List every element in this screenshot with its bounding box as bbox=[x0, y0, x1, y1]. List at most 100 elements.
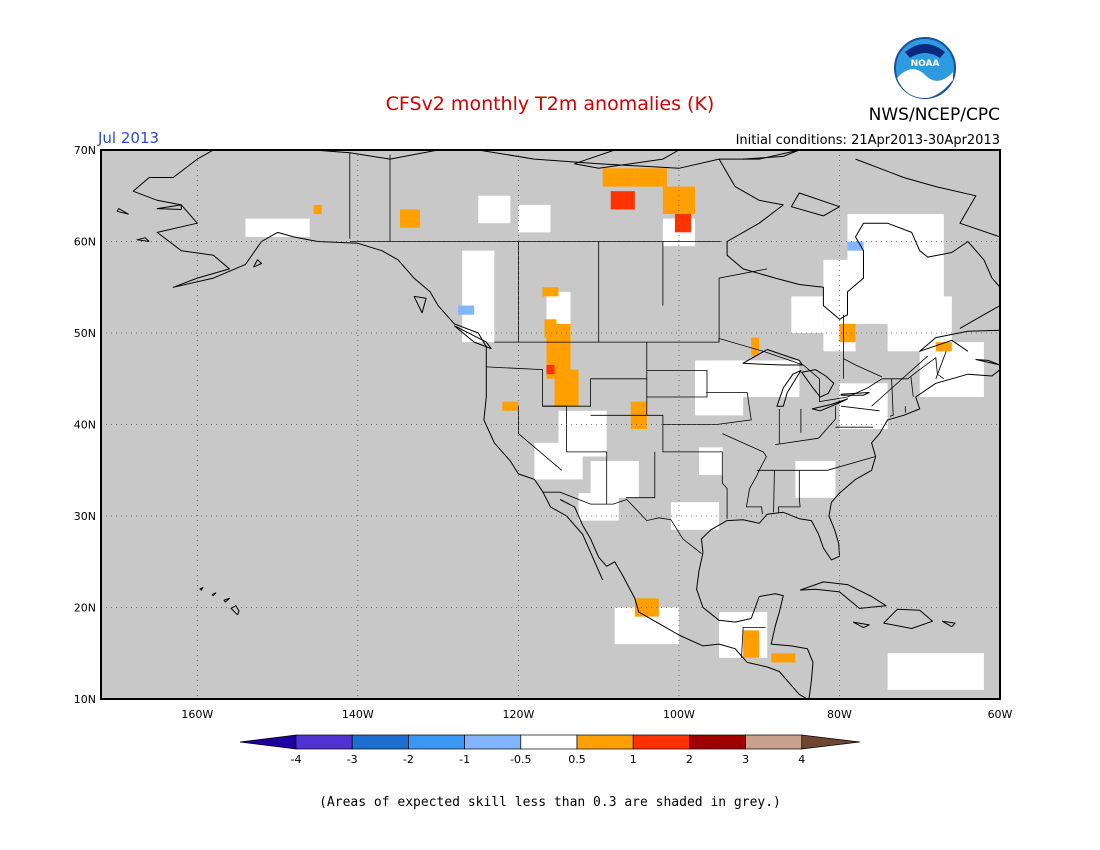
anomaly-cell bbox=[313, 204, 322, 215]
island-outline bbox=[799, 581, 887, 609]
island-outline bbox=[883, 608, 934, 629]
legend-label: 1 bbox=[630, 753, 637, 766]
border-line bbox=[542, 491, 702, 554]
lon-label: 160W bbox=[181, 708, 213, 721]
anomaly-cell bbox=[458, 305, 475, 315]
noaa-logo: NOAA bbox=[894, 37, 956, 99]
anomaly-cell bbox=[544, 319, 557, 338]
island-outline bbox=[223, 597, 230, 603]
lat-label: 70N bbox=[74, 144, 96, 157]
anomaly-cell bbox=[534, 442, 583, 480]
anomaly-cell bbox=[590, 461, 639, 498]
border-line bbox=[910, 376, 914, 398]
lon-label: 100W bbox=[663, 708, 695, 721]
lake-outline bbox=[840, 392, 870, 396]
anomaly-cell bbox=[502, 401, 519, 411]
island-outline bbox=[790, 192, 840, 217]
coastline bbox=[959, 305, 1000, 329]
anomaly-cell bbox=[462, 250, 495, 343]
color-legend: -4 -3 -2 -1 -0.5 0.5 1 2 3 4 bbox=[239, 734, 860, 766]
island-outline bbox=[199, 586, 204, 591]
lat-label: 20N bbox=[74, 602, 96, 615]
island-outline bbox=[574, 150, 680, 169]
coastline bbox=[132, 150, 800, 192]
legend-label: 0.5 bbox=[568, 753, 586, 766]
anomaly-cell bbox=[674, 214, 691, 233]
anomaly-cell bbox=[602, 168, 635, 187]
border-line bbox=[646, 370, 708, 398]
legend-label: -0.5 bbox=[510, 753, 531, 766]
border-line bbox=[843, 358, 883, 378]
longitude-labels: 160W 140W 120W 100W 80W 60W bbox=[181, 708, 1012, 721]
lake-outline bbox=[801, 369, 835, 398]
anomaly-cell bbox=[839, 383, 888, 430]
border-line bbox=[741, 627, 766, 658]
border-line bbox=[590, 414, 728, 519]
anomaly-cell bbox=[887, 653, 984, 690]
lon-label: 80W bbox=[827, 708, 852, 721]
initial-conditions: Initial conditions: 21Apr2013-30Apr2013 bbox=[736, 133, 1000, 148]
legend-swatch bbox=[464, 734, 522, 750]
legend-swatch bbox=[351, 734, 409, 750]
anomaly-cell bbox=[751, 337, 760, 356]
border-line bbox=[756, 456, 876, 471]
island-outline bbox=[743, 150, 800, 160]
border-line bbox=[494, 337, 945, 403]
legend-swatch bbox=[745, 734, 803, 750]
noaa-logo-text: NOAA bbox=[911, 59, 940, 69]
border-line bbox=[542, 405, 608, 505]
legend-swatch bbox=[520, 734, 578, 750]
legend-label: 2 bbox=[686, 753, 693, 766]
legend-label: -3 bbox=[347, 753, 358, 766]
island-outline bbox=[136, 237, 150, 242]
map-area bbox=[100, 149, 1001, 700]
forecast-month: Jul 2013 bbox=[97, 129, 159, 147]
lat-label: 30N bbox=[74, 510, 96, 523]
anomaly-cell bbox=[719, 612, 768, 658]
anomaly-cell bbox=[546, 365, 555, 375]
border-line bbox=[841, 405, 880, 412]
legend-swatch bbox=[576, 734, 634, 750]
anomaly-cell bbox=[610, 191, 635, 210]
island-outline bbox=[116, 208, 129, 215]
lon-label: 120W bbox=[502, 708, 534, 721]
island-outline bbox=[855, 158, 1000, 238]
lat-label: 60N bbox=[74, 236, 96, 249]
legend-arrow-right bbox=[801, 734, 860, 750]
anomaly-cell bbox=[578, 493, 619, 521]
island-outline bbox=[941, 620, 956, 628]
coastline bbox=[132, 190, 604, 581]
coastline bbox=[700, 369, 1000, 561]
organization-label: NWS/NCEP/CPC bbox=[869, 105, 1000, 125]
anomaly-cell bbox=[478, 195, 511, 224]
anomaly-cell bbox=[847, 241, 864, 251]
legend-label: -4 bbox=[291, 753, 302, 766]
legend-label: -1 bbox=[459, 753, 470, 766]
border-line bbox=[871, 355, 929, 407]
legend-label: -2 bbox=[403, 753, 414, 766]
lat-label: 50N bbox=[74, 327, 96, 340]
anomaly-cell bbox=[795, 461, 836, 498]
legend-swatch bbox=[295, 734, 353, 750]
anomaly-cell bbox=[245, 218, 310, 237]
anomaly-cell bbox=[542, 287, 559, 297]
anomaly-cell bbox=[698, 447, 724, 475]
border-line bbox=[626, 451, 656, 499]
legend-swatch bbox=[632, 734, 690, 750]
island-outline bbox=[156, 204, 182, 210]
island-outline bbox=[453, 325, 492, 350]
legend-swatch bbox=[689, 734, 746, 750]
coastline bbox=[559, 499, 808, 699]
anomaly-cell bbox=[935, 342, 952, 352]
coastline bbox=[919, 329, 1000, 352]
island-outline bbox=[413, 295, 427, 314]
legend-label: 4 bbox=[798, 753, 805, 766]
anomaly-cell bbox=[554, 369, 579, 407]
border-line bbox=[935, 351, 947, 379]
island-outline bbox=[211, 592, 217, 597]
island-outline bbox=[253, 259, 262, 268]
lat-label: 10N bbox=[74, 693, 96, 706]
anomaly-cell bbox=[399, 209, 421, 228]
border-line bbox=[775, 406, 836, 445]
